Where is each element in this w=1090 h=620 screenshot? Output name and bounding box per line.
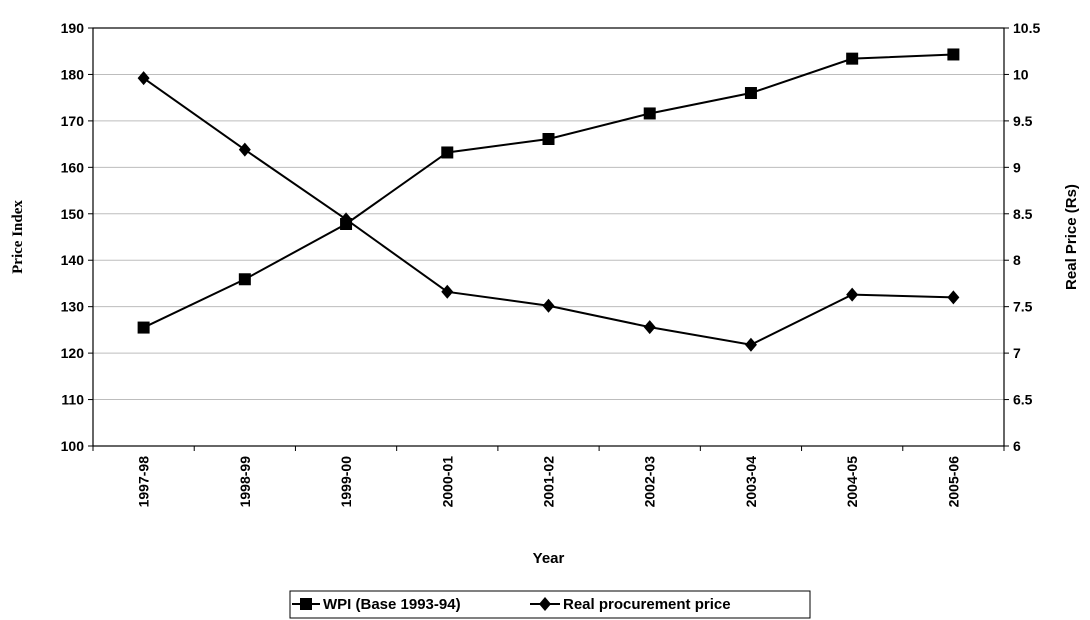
data-point-square	[542, 133, 555, 146]
x-tick-label: 1997-98	[136, 456, 152, 508]
data-point-square	[441, 146, 454, 159]
x-tick-label: 1998-99	[237, 456, 253, 508]
data-point-diamond	[542, 298, 555, 313]
gridlines	[93, 73, 1004, 401]
data-point-diamond	[846, 287, 859, 302]
data-point-diamond	[947, 290, 960, 305]
legend-label-real-price: Real procurement price	[563, 596, 731, 613]
data-point-diamond	[744, 337, 757, 352]
series-layer	[137, 48, 960, 352]
data-point-diamond	[238, 142, 251, 157]
left-tick-label: 150	[61, 206, 85, 222]
right-tick-label: 10.5	[1013, 20, 1040, 36]
legend-diamond-marker	[539, 597, 551, 611]
right-tick-label: 10	[1013, 66, 1029, 82]
right-tick-label: 7.5	[1013, 299, 1033, 315]
right-tick-label: 6.5	[1013, 392, 1033, 408]
x-tick-label: 2003-04	[743, 456, 759, 508]
x-tick-label: 1999-00	[338, 456, 354, 508]
right-tick-label: 6	[1013, 438, 1021, 454]
right-tick-label: 9.5	[1013, 113, 1033, 129]
left-tick-label: 170	[61, 113, 85, 129]
left-axis-title: Price Index	[10, 200, 26, 274]
left-tick-label: 140	[61, 252, 85, 268]
right-tick-label: 8.5	[1013, 206, 1033, 222]
series-line-0	[143, 53, 954, 329]
legend: WPI (Base 1993-94) Real procurement pric…	[289, 590, 811, 619]
data-point-square	[643, 107, 656, 120]
x-tick-label: 2004-05	[844, 456, 860, 508]
x-tick-label: 2000-01	[439, 456, 455, 508]
right-axis-ticks: 6 6.5 7 7.5 8 8.5 9 9.5 10 10.5	[1004, 20, 1040, 454]
legend-square-marker	[300, 598, 312, 610]
data-point-square	[137, 321, 150, 334]
legend-frame	[289, 590, 811, 619]
right-tick-label: 8	[1013, 252, 1021, 268]
right-tick-label: 9	[1013, 159, 1021, 175]
x-axis-ticks: 1997-98 1998-99 1999-00 2000-01 2001-02 2002-…	[92, 446, 1005, 508]
left-tick-label: 110	[61, 392, 84, 408]
data-point-diamond	[643, 320, 656, 335]
data-point-diamond	[340, 212, 353, 227]
left-tick-label: 120	[61, 345, 85, 361]
x-tick-label: 2005-06	[945, 456, 961, 508]
left-tick-label: 100	[61, 438, 85, 454]
left-tick-label: 160	[61, 159, 85, 175]
left-tick-label: 180	[61, 66, 85, 82]
left-tick-label: 190	[61, 20, 85, 36]
legend-label-wpi: WPI (Base 1993-94)	[323, 596, 461, 613]
data-point-diamond	[137, 71, 150, 86]
left-axis-ticks: 100 110 120 130 140 150 160 170 180 190	[61, 20, 93, 454]
plot-area-frame	[92, 27, 1005, 447]
data-point-diamond	[441, 284, 454, 299]
left-tick-label: 130	[61, 299, 85, 315]
x-axis-title: Year	[533, 550, 565, 567]
data-point-square	[744, 87, 757, 100]
x-tick-label: 2002-03	[642, 456, 658, 508]
data-point-square	[238, 273, 251, 286]
x-tick-label: 2001-02	[541, 456, 557, 508]
data-point-square	[846, 52, 859, 65]
right-tick-label: 7	[1013, 345, 1021, 361]
data-point-square	[947, 48, 960, 61]
right-axis-title: Real Price (Rs)	[1063, 184, 1080, 290]
